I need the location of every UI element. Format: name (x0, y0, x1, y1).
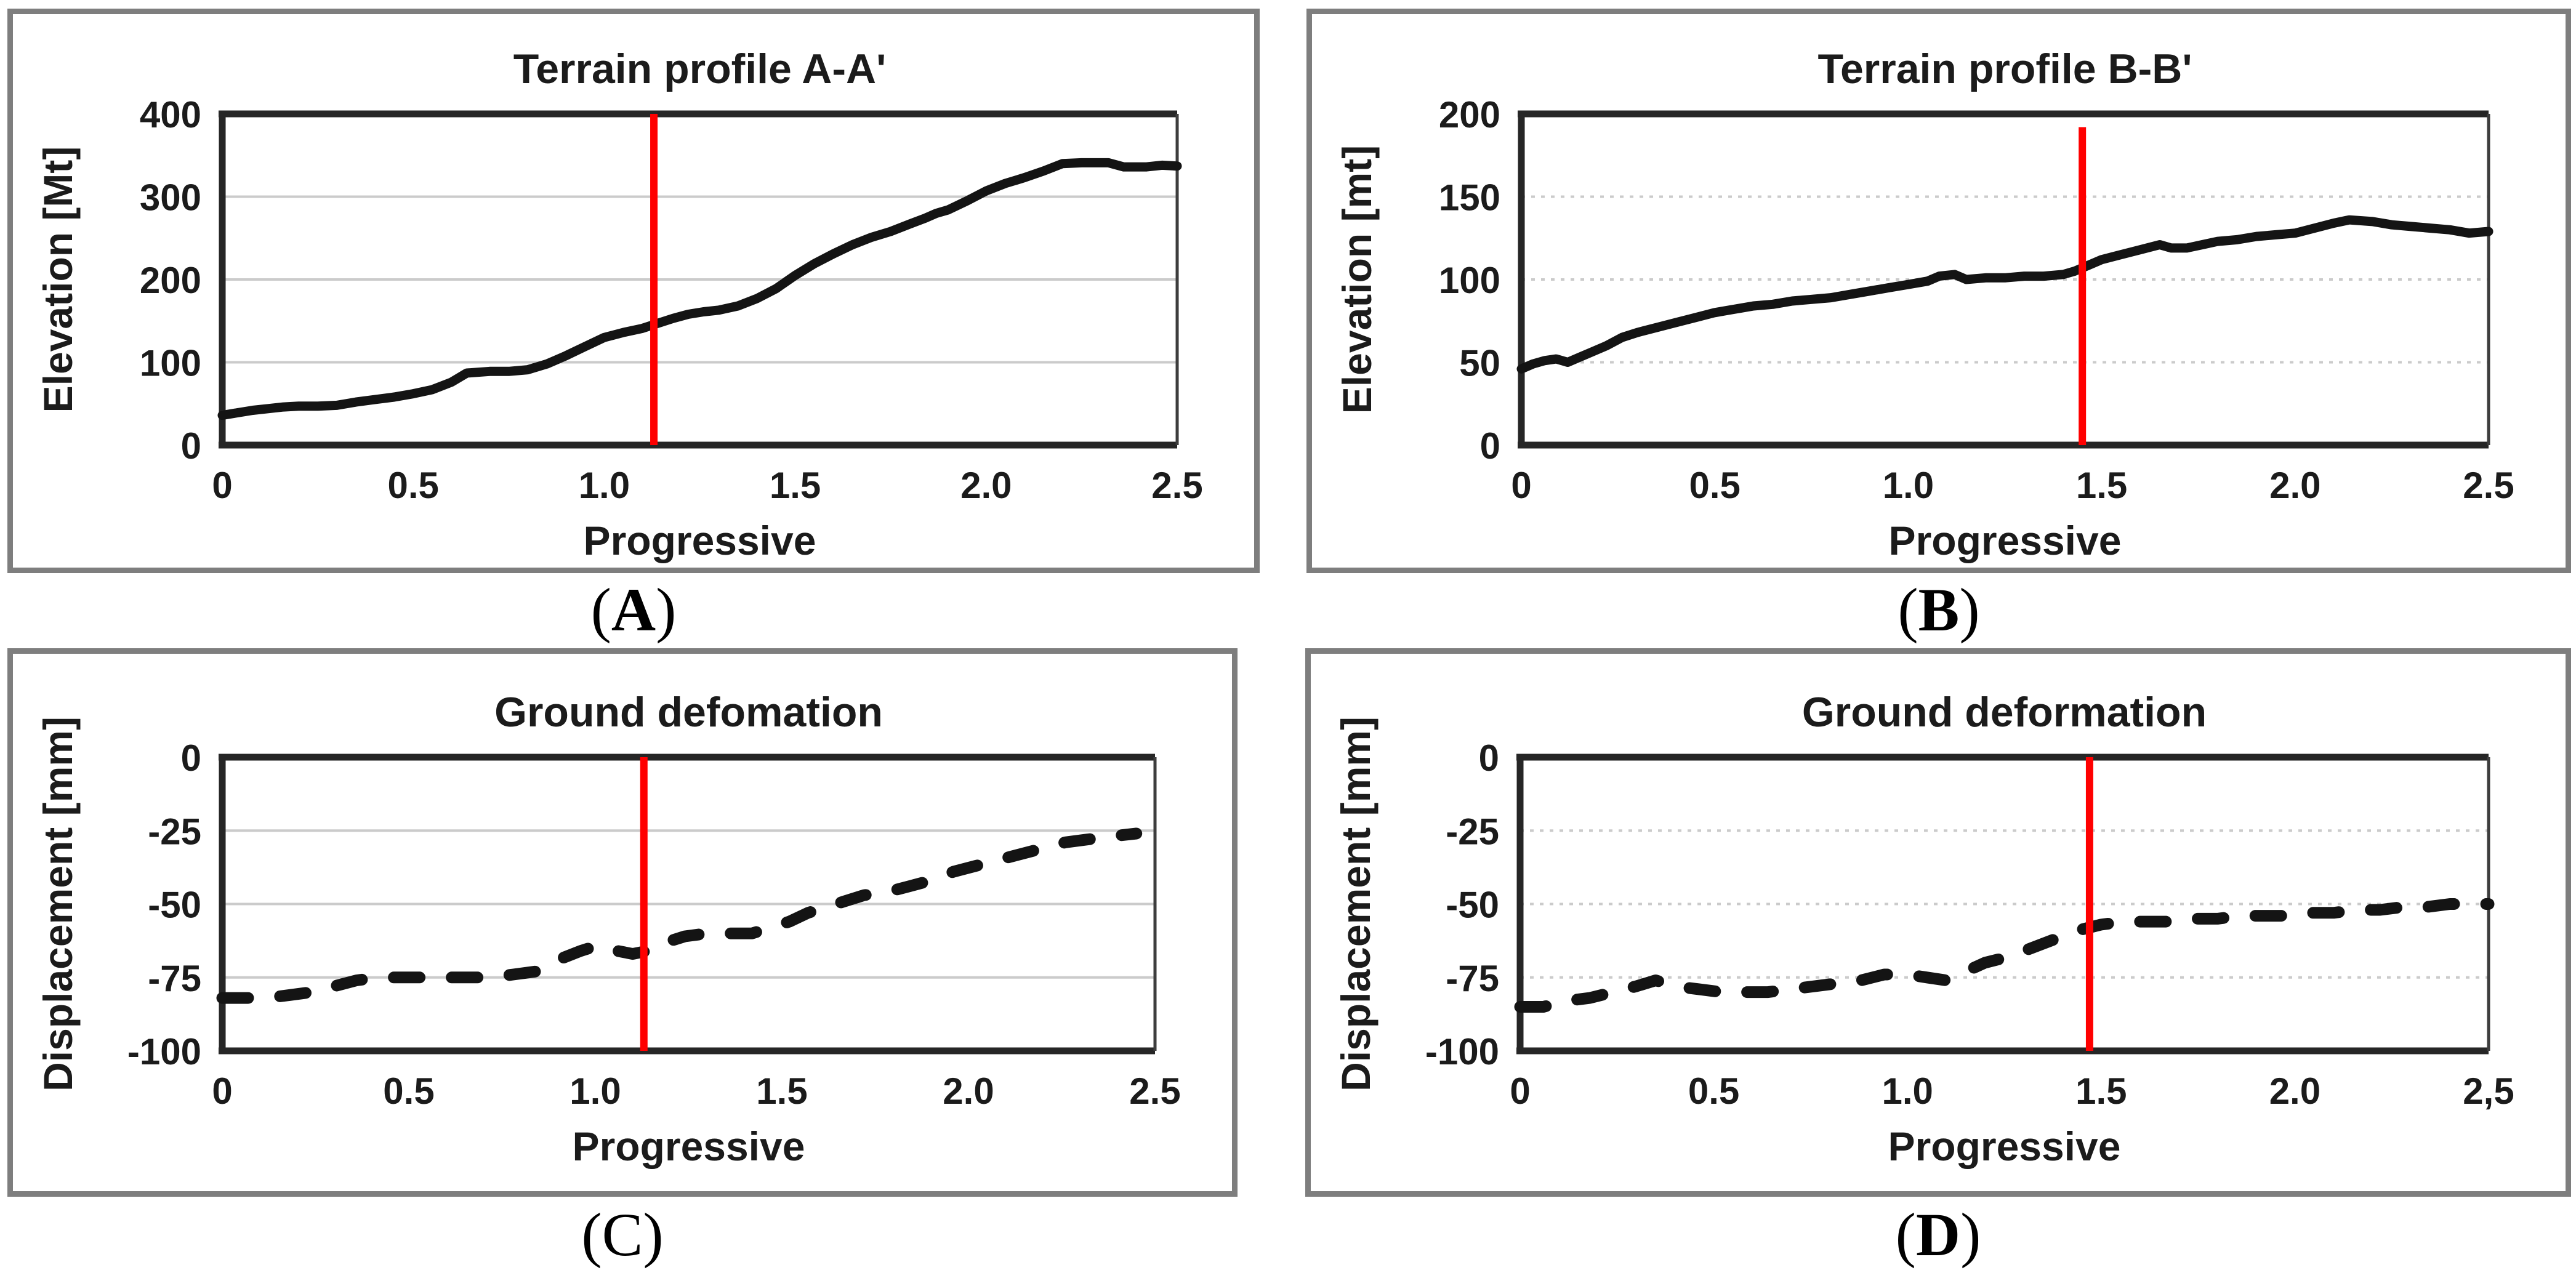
panel-ground-deformation-c: 0 -25 -50 -75 -100 0 0.5 1.0 1.5 2.0 2.5 Ground def… (7, 648, 1238, 1197)
x-axis-title: Progressive (573, 1123, 805, 1169)
y-tick-label: 300 (140, 177, 201, 219)
y-tick-label: 200 (140, 260, 201, 301)
x-tick-label: 0.5 (1689, 465, 1740, 506)
chart-ground-deformation-c: 0 -25 -50 -75 -100 0 0.5 1.0 1.5 2.0 2.5 Ground def… (35, 689, 1181, 1169)
x-tick-label: 1.5 (756, 1071, 807, 1112)
caption-panel-d: (D) (1305, 1199, 2571, 1285)
chart-title: Terrain profile B-B' (1817, 46, 2192, 92)
x-axis-title: Progressive (584, 518, 816, 563)
series-line (217, 158, 1182, 420)
y-tick-label: 0 (1480, 425, 1500, 467)
x-tick-label: 2.0 (2269, 465, 2320, 506)
caption-panel-c: (C) (7, 1199, 1238, 1285)
x-tick-label: 0 (1510, 1071, 1530, 1112)
chart-title: Ground deformation (1802, 689, 2207, 736)
y-tick-label: 0 (181, 425, 201, 467)
y-tick-label: 200 (1439, 94, 1500, 135)
caption-panel-a: (A) (7, 574, 1260, 647)
y-tick-label: -100 (1425, 1031, 1499, 1072)
y-tick-label: -25 (1446, 811, 1499, 852)
x-tick-label: 2,5 (2463, 1071, 2514, 1112)
y-tick-label: -75 (1446, 958, 1499, 999)
caption-letter: B (1918, 576, 1960, 644)
caption-close-paren: ) (1959, 576, 1980, 644)
y-tick-label: 50 (1459, 343, 1500, 384)
y-tick-label: 400 (140, 94, 201, 135)
series-line (1514, 898, 2495, 1013)
x-tick-label: 2.0 (2269, 1071, 2320, 1112)
x-tick-label: 0 (212, 1071, 232, 1112)
caption-open-paren: ( (1895, 1200, 1916, 1269)
x-axis-title: Progressive (1888, 1123, 2121, 1169)
x-tick-label: 2.5 (1129, 1071, 1180, 1112)
x-tick-label: 1.0 (1883, 465, 1934, 506)
caption-close-paren: ) (1960, 1200, 1981, 1269)
x-tick-label: 2.5 (2463, 465, 2514, 506)
x-tick-label: 1.5 (770, 465, 821, 506)
caption-letter: A (611, 576, 656, 644)
x-axis-title: Progressive (1889, 518, 2122, 563)
x-tick-label: 2.0 (960, 465, 1012, 506)
x-tick-label: 0.5 (383, 1071, 434, 1112)
chart-title: Ground defomation (494, 689, 883, 736)
x-tick-label: 1.0 (579, 465, 630, 506)
y-tick-label: 150 (1439, 177, 1500, 219)
panel-terrain-profile-b: 0 50 100 150 200 0 0.5 1.0 1.5 2.0 2.5 Terrain prof… (1306, 9, 2571, 573)
y-tick-label: 0 (181, 737, 201, 779)
chart-terrain-profile-a: 0 100 200 300 400 0 0.5 1.0 1.5 2.0 2.5 Terrain pro… (35, 46, 1203, 563)
panel-ground-deformation-d: 0 -25 -50 -75 -100 0 0.5 1.0 1.5 2.0 2,5 Ground def… (1305, 648, 2571, 1197)
x-tick-label: 0.5 (387, 465, 438, 506)
y-tick-label: -25 (148, 811, 201, 852)
caption-close-paren: ) (643, 1200, 664, 1269)
x-tick-label: 1.5 (2076, 465, 2127, 506)
x-tick-label: 1.0 (570, 1071, 621, 1112)
caption-close-paren: ) (656, 576, 677, 644)
caption-letter: C (602, 1200, 643, 1269)
y-tick-label: -100 (127, 1031, 201, 1072)
y-axis-title: Elevation [Mt] (35, 147, 81, 413)
x-tick-label: 0.5 (1688, 1071, 1739, 1112)
x-tick-label: 1.0 (1882, 1071, 1933, 1112)
y-tick-label: 0 (1479, 737, 1499, 779)
x-tick-label: 2.5 (1151, 465, 1202, 506)
y-tick-label: -50 (148, 885, 201, 926)
caption-open-paren: ( (590, 576, 611, 644)
y-axis-title: Elevation [mt] (1334, 145, 1380, 414)
y-axis-title: Displacement [mm] (1333, 717, 1379, 1091)
chart-ground-deformation-d: 0 -25 -50 -75 -100 0 0.5 1.0 1.5 2.0 2,5 Ground def… (1333, 689, 2514, 1169)
y-axis-title: Displacement [mm] (35, 717, 81, 1091)
y-tick-label: -50 (1446, 885, 1499, 926)
chart-title: Terrain profile A-A' (513, 46, 887, 92)
x-tick-label: 0 (212, 465, 232, 506)
x-tick-label: 2.0 (943, 1071, 994, 1112)
caption-letter: D (1915, 1200, 1961, 1269)
caption-open-paren: ( (1898, 576, 1918, 644)
y-tick-label: 100 (1439, 260, 1500, 301)
y-tick-label: 100 (140, 343, 201, 384)
chart-terrain-profile-b: 0 50 100 150 200 0 0.5 1.0 1.5 2.0 2.5 Terrain prof… (1334, 46, 2514, 563)
x-tick-label: 0 (1511, 465, 1531, 506)
caption-open-paren: ( (581, 1200, 602, 1269)
panel-terrain-profile-a: 0 100 200 300 400 0 0.5 1.0 1.5 2.0 2.5 Terrain pro… (7, 9, 1260, 573)
series-line (216, 827, 1143, 1004)
y-tick-label: -75 (148, 958, 201, 999)
caption-panel-b: (B) (1306, 574, 2571, 647)
series-line (1516, 215, 2493, 374)
x-tick-label: 1.5 (2075, 1071, 2127, 1112)
